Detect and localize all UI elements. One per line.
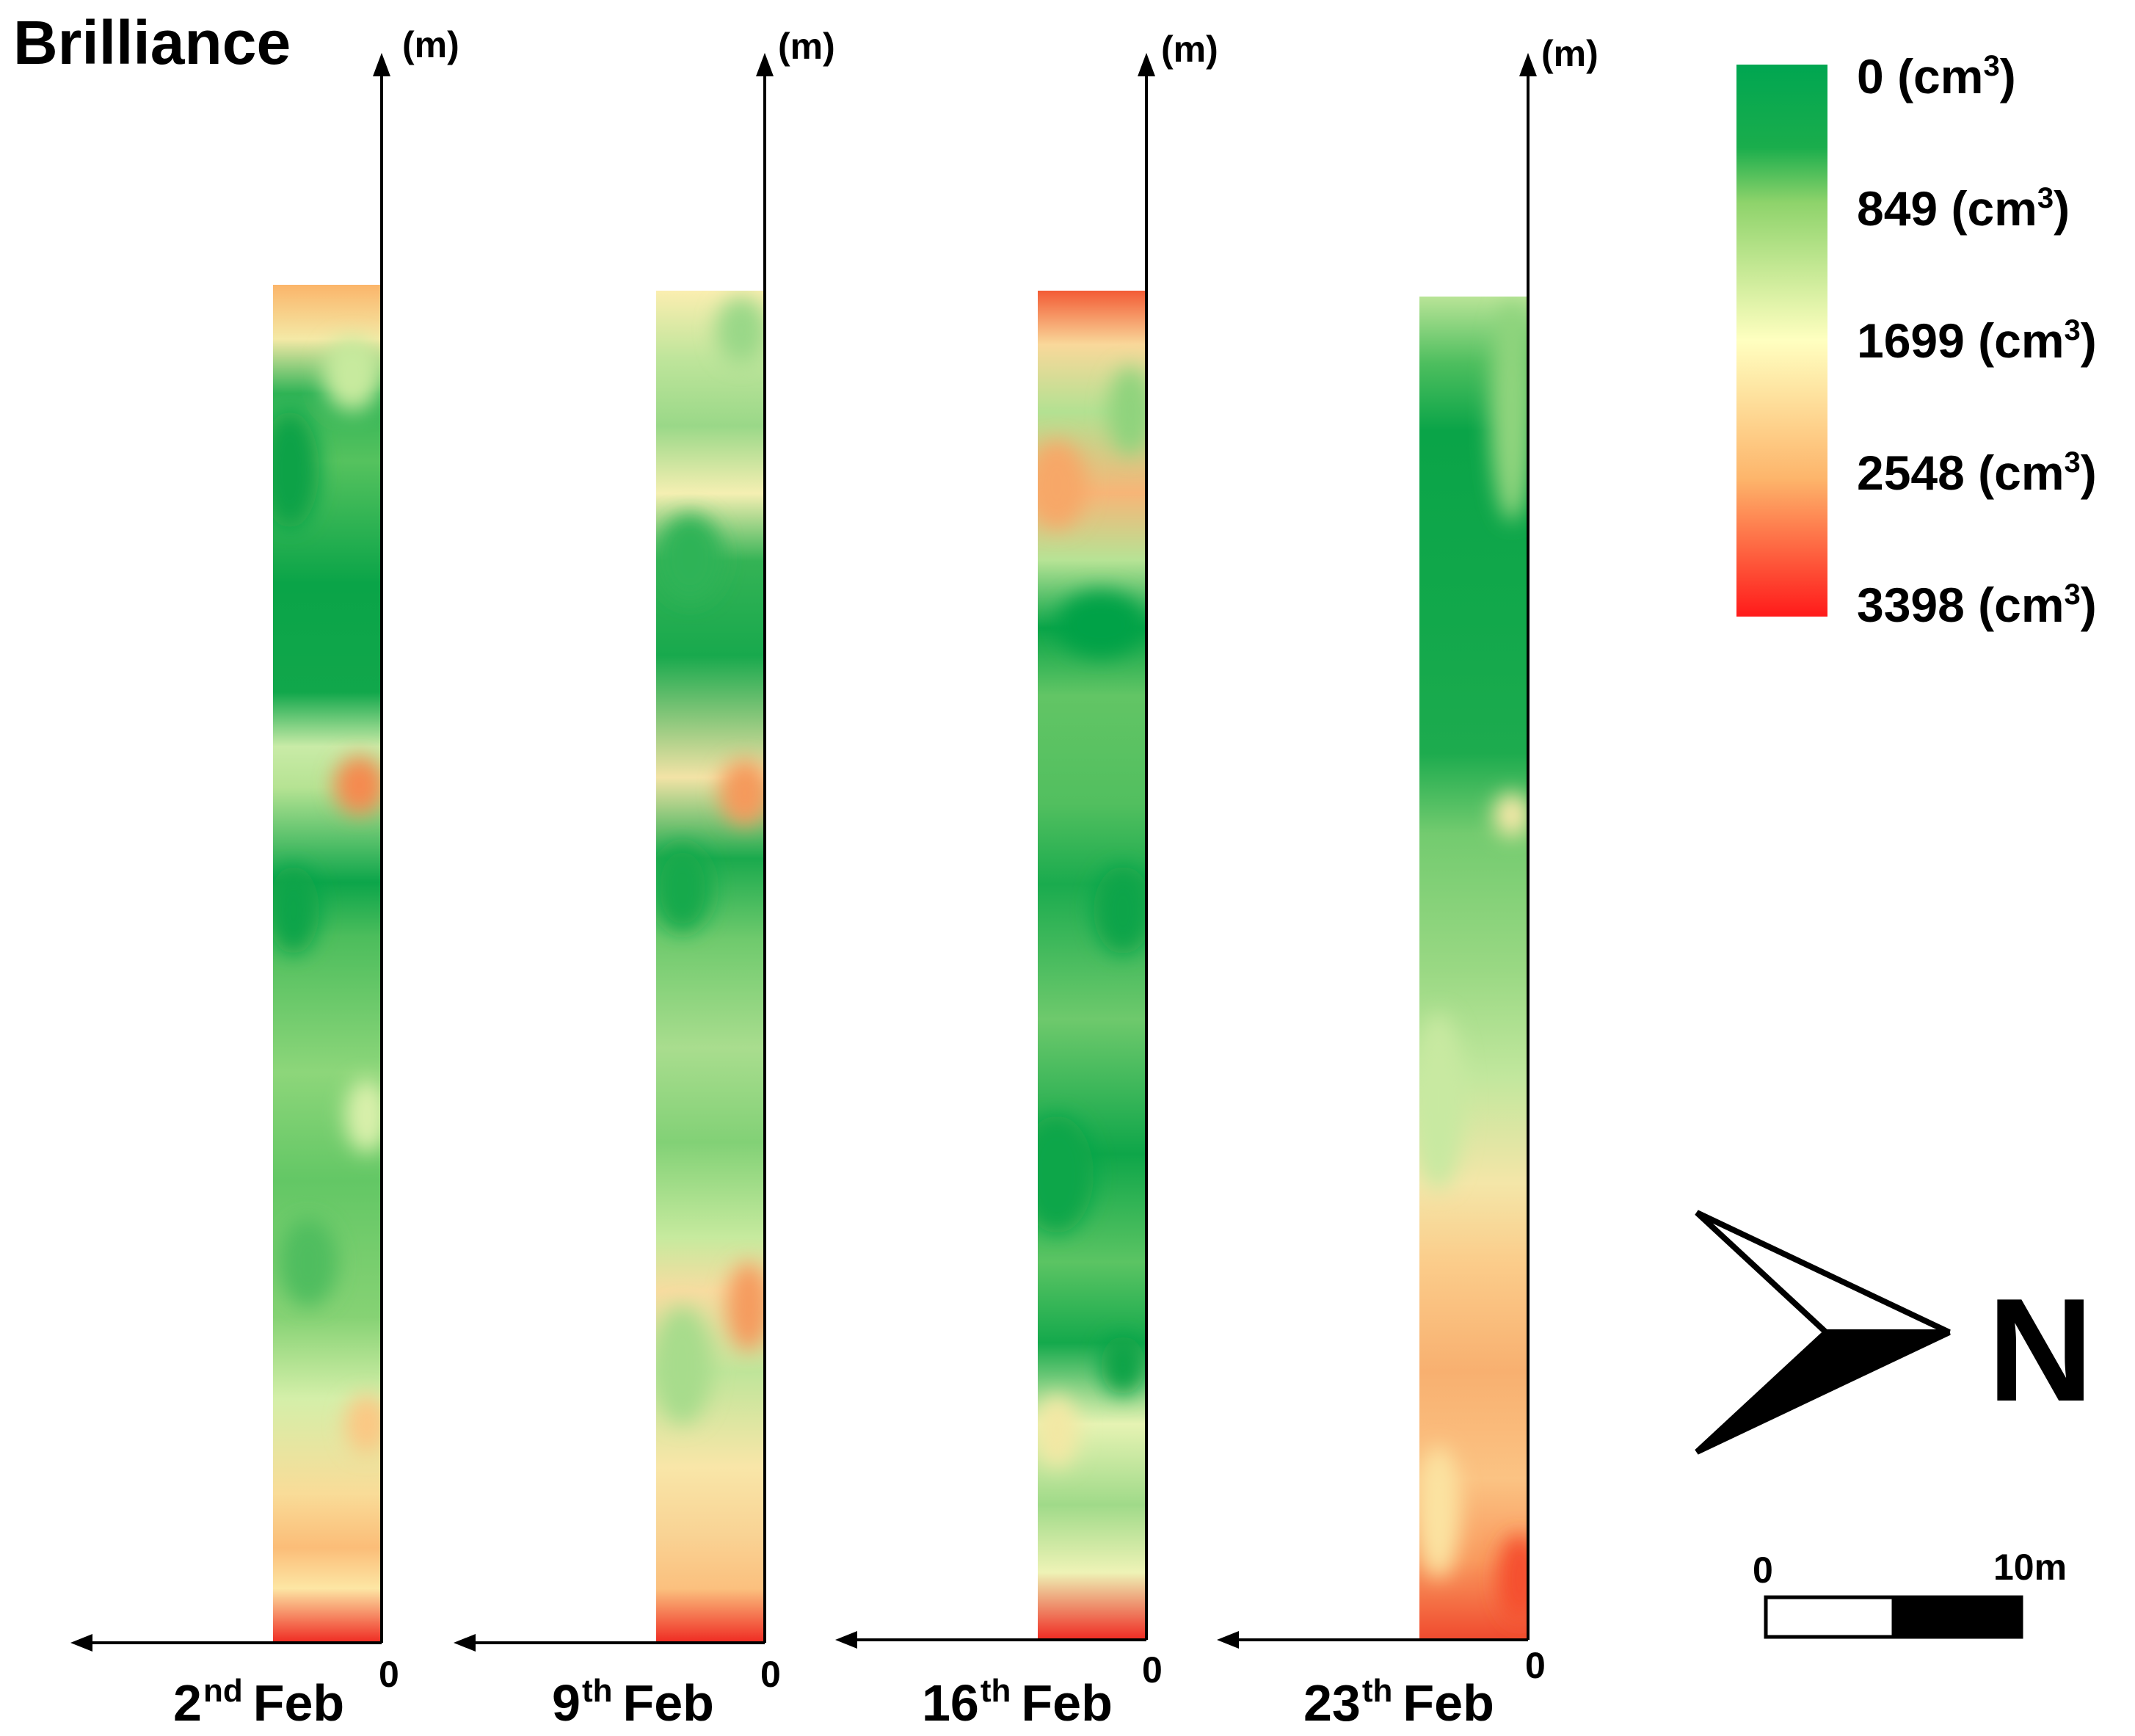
legend-label: 849 (cm3)	[1857, 181, 2070, 236]
axis-unit-label: (m)	[1541, 33, 1598, 74]
axis-origin-label: 0	[760, 1654, 781, 1695]
heatmap-strip-23rd-feb	[1419, 297, 1528, 1640]
heatmap-strip-9th-feb	[656, 291, 765, 1643]
legend-label: 0 (cm3)	[1857, 49, 2016, 103]
legend-label: 3398 (cm3)	[1857, 578, 2097, 632]
heatmap-strip-2nd-feb	[273, 285, 382, 1643]
axes-panel-1	[87, 70, 383, 1644]
legend-color-bar	[1736, 65, 1827, 617]
date-label-2nd-feb: 2nd Feb	[173, 1673, 345, 1732]
heatmap-strip-16th-feb	[1038, 291, 1146, 1640]
axis-arrowheads	[70, 53, 1537, 1652]
axis-unit-label: (m)	[402, 24, 459, 65]
axis-unit-label: (m)	[778, 26, 835, 67]
date-label-9th-feb: 9th Feb	[552, 1673, 714, 1732]
axes-panel-4	[1233, 70, 1530, 1641]
legend-label: 2548 (cm3)	[1857, 446, 2097, 500]
axis-unit-label: (m)	[1161, 29, 1218, 70]
axes-panel-2	[470, 70, 766, 1644]
axis-origin-label: 0	[379, 1654, 399, 1695]
scale-bar	[1764, 1595, 2023, 1639]
date-label-16th-feb: 16th Feb	[922, 1673, 1113, 1732]
legend-label: 1699 (cm3)	[1857, 313, 2097, 368]
north-label: N	[1987, 1268, 2094, 1432]
north-arrow-icon	[1695, 1210, 1951, 1455]
axis-origin-label: 0	[1525, 1645, 1546, 1686]
scale-bar-start-label: 0	[1753, 1550, 1773, 1591]
scale-bar-end-label: 10m	[1993, 1547, 2067, 1588]
date-label-23th-feb: 23th Feb	[1303, 1673, 1494, 1732]
figure-title: Brilliance	[13, 8, 291, 77]
axes-panel-3	[851, 70, 1148, 1641]
axis-origin-label: 0	[1142, 1649, 1163, 1690]
